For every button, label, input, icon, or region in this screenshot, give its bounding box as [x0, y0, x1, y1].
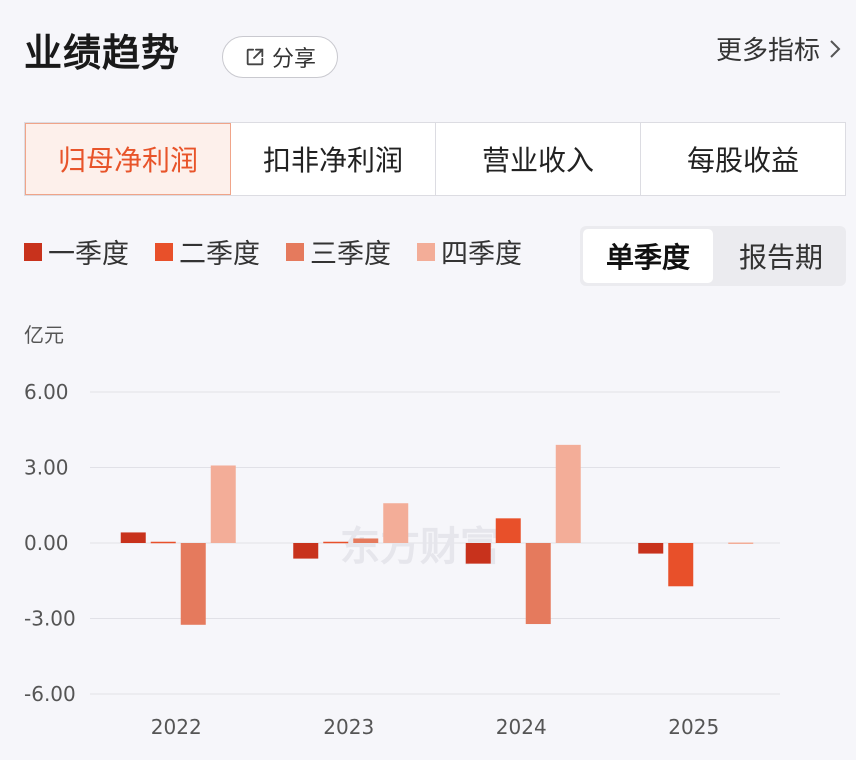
bar-2023-q4 — [383, 503, 409, 543]
bar-2022-q4 — [210, 465, 236, 543]
legend-swatch-q2 — [155, 242, 173, 261]
legend-label-q2: 二季度 — [179, 239, 260, 270]
y-tick-label: -6.00 — [24, 682, 76, 706]
period-option-report[interactable]: 报告期 — [738, 241, 823, 274]
tab-deducted-net-profit[interactable]: 扣非净利润 — [231, 123, 436, 195]
legend-label-q4: 四季度 — [441, 239, 522, 270]
bar-2023-q3 — [353, 538, 379, 543]
header: 业绩趋势 分享 更多指标 — [0, 0, 856, 110]
more-metrics-link[interactable]: 更多指标 — [716, 30, 842, 67]
x-tick-label: 2024 — [496, 715, 547, 739]
more-metrics-label: 更多指标 — [715, 36, 820, 66]
page-title: 业绩趋势 — [24, 31, 181, 75]
period-toggle: 单季度 报告期 — [580, 226, 846, 286]
bar-2024-q1 — [465, 543, 491, 564]
x-tick-label: 2022 — [151, 715, 202, 739]
share-icon — [246, 48, 264, 66]
x-tick-label: 2025 — [668, 715, 719, 739]
share-label: 分享 — [271, 47, 316, 72]
bar-2025-q2 — [668, 543, 694, 587]
period-option-quarterly[interactable]: 单季度 — [583, 229, 713, 283]
chart-legend: 一季度 二季度 三季度 四季度 — [24, 232, 522, 271]
tab-eps[interactable]: 每股收益 — [686, 144, 799, 177]
legend-item-q2[interactable]: 二季度 — [155, 232, 260, 271]
bar-2023-q1 — [293, 543, 319, 559]
y-tick-label: 0.00 — [24, 531, 69, 555]
x-tick-label: 2023 — [323, 715, 374, 739]
legend-swatch-q1 — [24, 242, 42, 261]
legend-label-q1: 一季度 — [48, 239, 129, 270]
metric-tabs: 归母净利润 扣非净利润 营业收入 每股收益 — [24, 122, 846, 196]
legend-item-q1[interactable]: 一季度 — [24, 232, 129, 271]
bar-2024-q2 — [495, 518, 521, 543]
tab-revenue[interactable]: 营业收入 — [436, 123, 641, 195]
bar-2022-q2 — [150, 541, 176, 544]
legend-swatch-q3 — [286, 242, 304, 261]
bar-2022-q1 — [120, 532, 146, 543]
bar-2022-q3 — [180, 543, 206, 625]
bar-2023-q2 — [323, 541, 349, 544]
share-button[interactable]: 分享 — [222, 36, 338, 78]
bar-2025-q4 — [728, 542, 754, 544]
bar-2024-q3 — [525, 543, 551, 625]
y-tick-label: -3.00 — [24, 607, 76, 631]
legend-item-q3[interactable]: 三季度 — [286, 232, 391, 271]
bar-2024-q4 — [555, 444, 581, 543]
legend-swatch-q4 — [417, 242, 435, 261]
y-tick-label: 3.00 — [24, 456, 69, 480]
tab-net-profit[interactable]: 归母净利润 — [25, 123, 231, 195]
legend-label-q3: 三季度 — [310, 239, 391, 270]
bar-2025-q1 — [638, 543, 664, 554]
y-tick-label: 6.00 — [24, 380, 69, 404]
legend-item-q4[interactable]: 四季度 — [417, 232, 522, 271]
chevron-right-icon — [830, 39, 841, 58]
y-axis-unit-label: 亿元 — [24, 323, 64, 347]
